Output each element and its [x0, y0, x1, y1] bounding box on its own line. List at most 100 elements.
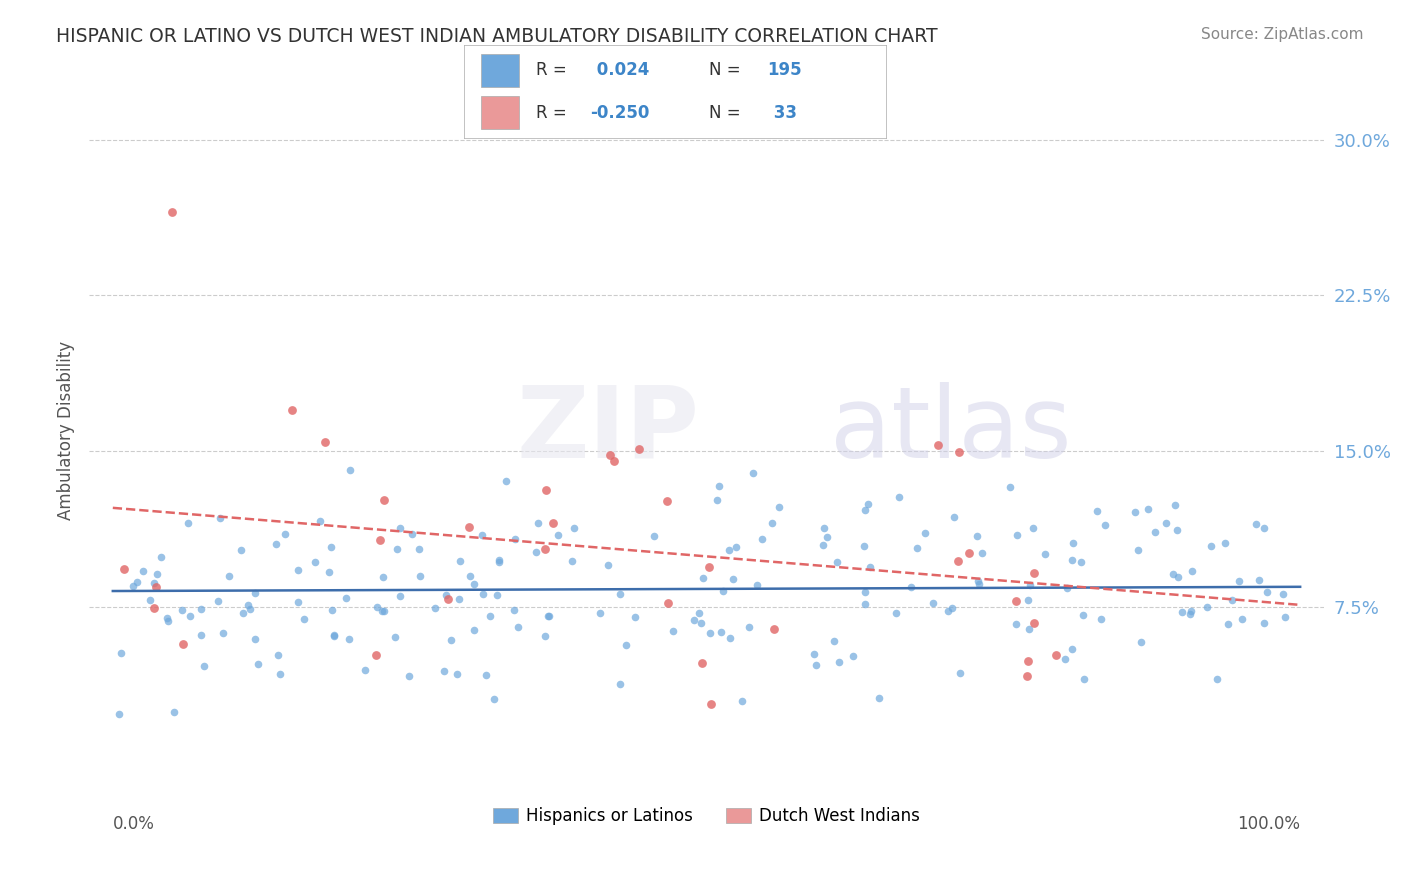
Point — [132, 564, 155, 578]
Text: R =: R = — [536, 62, 572, 79]
Point — [423, 600, 446, 615]
Point — [409, 569, 432, 583]
Point — [218, 569, 240, 583]
Point — [1022, 520, 1045, 534]
Point — [1022, 615, 1045, 630]
Point — [717, 542, 740, 557]
Point — [806, 658, 828, 673]
Point — [479, 609, 502, 624]
Point — [1062, 641, 1084, 656]
Point — [229, 543, 252, 558]
Point — [1167, 570, 1189, 584]
Point — [643, 529, 665, 543]
Point — [163, 705, 186, 719]
Point — [485, 588, 508, 602]
Text: N =: N = — [709, 62, 745, 79]
Point — [723, 572, 745, 586]
Point — [948, 554, 970, 568]
Text: Source: ZipAtlas.com: Source: ZipAtlas.com — [1201, 27, 1364, 42]
Point — [458, 569, 481, 583]
Point — [1180, 604, 1202, 618]
Point — [941, 600, 963, 615]
Point — [624, 610, 647, 624]
Point — [967, 577, 990, 591]
Point — [434, 589, 457, 603]
Text: 0.024: 0.024 — [591, 62, 650, 79]
Point — [160, 205, 183, 219]
Point — [699, 626, 721, 640]
Point — [239, 602, 262, 616]
Point — [738, 620, 761, 634]
Point — [562, 520, 585, 534]
Point — [121, 579, 143, 593]
Point — [232, 606, 254, 620]
Point — [1005, 616, 1028, 631]
Point — [127, 575, 149, 590]
Point — [547, 528, 569, 542]
Point — [534, 483, 557, 498]
Point — [387, 542, 409, 557]
Point — [927, 438, 949, 452]
Point — [304, 555, 326, 569]
FancyBboxPatch shape — [481, 54, 519, 87]
Point — [543, 516, 565, 530]
Point — [1222, 592, 1244, 607]
Point — [889, 490, 911, 504]
Legend: Hispanics or Latinos, Dutch West Indians: Hispanics or Latinos, Dutch West Indians — [486, 800, 927, 831]
Point — [269, 667, 291, 681]
Text: 100.0%: 100.0% — [1237, 815, 1301, 833]
Point — [858, 497, 880, 511]
Point — [495, 474, 517, 488]
Point — [267, 648, 290, 662]
Point — [457, 520, 479, 534]
Point — [246, 657, 269, 671]
Point — [212, 625, 235, 640]
Point — [1033, 548, 1056, 562]
Point — [1161, 566, 1184, 581]
Point — [1213, 536, 1236, 550]
Point — [1071, 608, 1094, 623]
Point — [142, 576, 165, 591]
Point — [463, 577, 485, 591]
Point — [243, 632, 266, 646]
Point — [526, 545, 548, 559]
Point — [697, 560, 720, 574]
Y-axis label: Ambulatory Disability: Ambulatory Disability — [58, 341, 75, 520]
Point — [742, 466, 765, 480]
Point — [1230, 612, 1253, 626]
Point — [853, 503, 876, 517]
Point — [886, 607, 908, 621]
Point — [949, 665, 972, 680]
Point — [207, 594, 229, 608]
Point — [384, 630, 406, 644]
Point — [614, 638, 637, 652]
Point — [177, 516, 200, 530]
Point — [371, 604, 394, 618]
Point — [718, 631, 741, 645]
Point — [1004, 594, 1026, 608]
Text: N =: N = — [709, 103, 745, 121]
Point — [868, 690, 890, 705]
Point — [1229, 574, 1251, 589]
Point — [505, 532, 527, 546]
Point — [264, 537, 287, 551]
Point — [842, 649, 865, 664]
Point — [948, 444, 970, 458]
Point — [731, 694, 754, 708]
Point — [905, 541, 928, 555]
Point — [823, 634, 845, 648]
Point — [1045, 648, 1067, 663]
Text: HISPANIC OR LATINO VS DUTCH WEST INDIAN AMBULATORY DISABILITY CORRELATION CHART: HISPANIC OR LATINO VS DUTCH WEST INDIAN … — [56, 27, 938, 45]
Point — [1126, 543, 1149, 558]
Point — [922, 596, 945, 610]
Point — [287, 595, 309, 609]
Text: 195: 195 — [768, 62, 803, 79]
Point — [1054, 652, 1077, 666]
Point — [287, 563, 309, 577]
Point — [853, 585, 876, 599]
Point — [308, 514, 330, 528]
Point — [527, 516, 550, 530]
Point — [236, 599, 259, 613]
Point — [815, 530, 838, 544]
Point — [998, 480, 1021, 494]
